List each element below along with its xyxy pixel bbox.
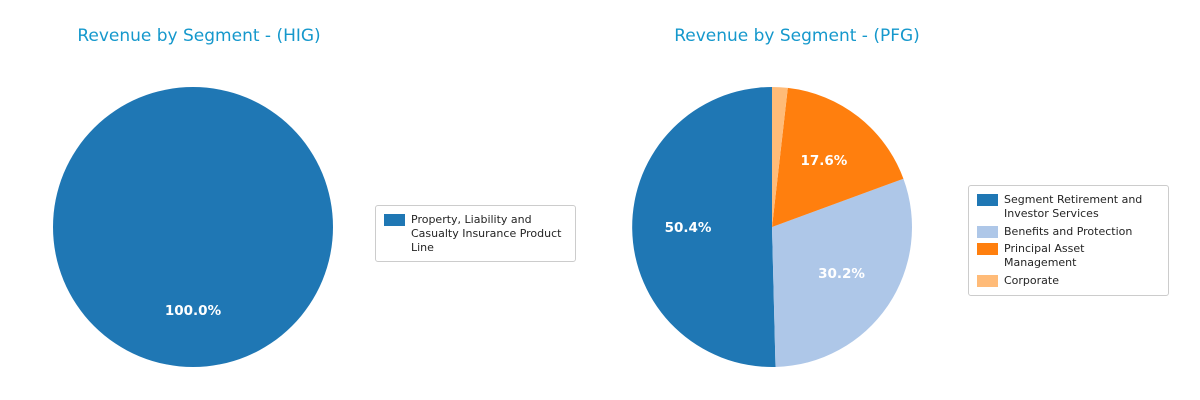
legend-label: Segment Retirement and Investor Services [1004, 193, 1143, 220]
legend-pfg: Segment Retirement and Investor Services… [968, 185, 1169, 296]
pie-slice [772, 87, 788, 227]
legend-swatch [977, 225, 998, 238]
legend-item: Principal Asset Management [977, 242, 1160, 270]
pie-percent-label: 30.2% [818, 266, 865, 282]
legend-label: Property, Liability and Casualty Insuran… [411, 213, 562, 254]
chart-title-hig: Revenue by Segment - (HIG) [77, 26, 321, 46]
legend-label: Corporate [1004, 273, 1059, 287]
pie-slice [772, 87, 904, 227]
legend-hig: Property, Liability and Casualty Insuran… [375, 205, 576, 263]
pie-slice [772, 178, 912, 367]
legend-swatch [384, 214, 405, 226]
legend-swatch [977, 194, 998, 206]
pie-slice [632, 87, 776, 367]
pie-chart-hig: 100.0% [53, 87, 333, 367]
legend-swatch [977, 243, 998, 256]
pie-percent-label: 100.0% [165, 303, 222, 319]
legend-label: Principal Asset Management [1004, 242, 1085, 269]
legend-item: Segment Retirement and Investor Services [977, 193, 1160, 221]
chart-title-pfg: Revenue by Segment - (PFG) [674, 26, 920, 46]
pie-percent-label: 50.4% [665, 220, 712, 236]
legend-item: Benefits and Protection [977, 225, 1160, 239]
pie-chart-pfg: 50.4% 30.2% 17.6% [632, 87, 912, 367]
pie-slice [53, 87, 333, 367]
legend-swatch [977, 274, 998, 287]
legend-item: Property, Liability and Casualty Insuran… [384, 213, 567, 254]
legend-item: Corporate [977, 274, 1160, 288]
pie-percent-label: 17.6% [800, 153, 847, 169]
legend-label: Benefits and Protection [1004, 224, 1133, 238]
